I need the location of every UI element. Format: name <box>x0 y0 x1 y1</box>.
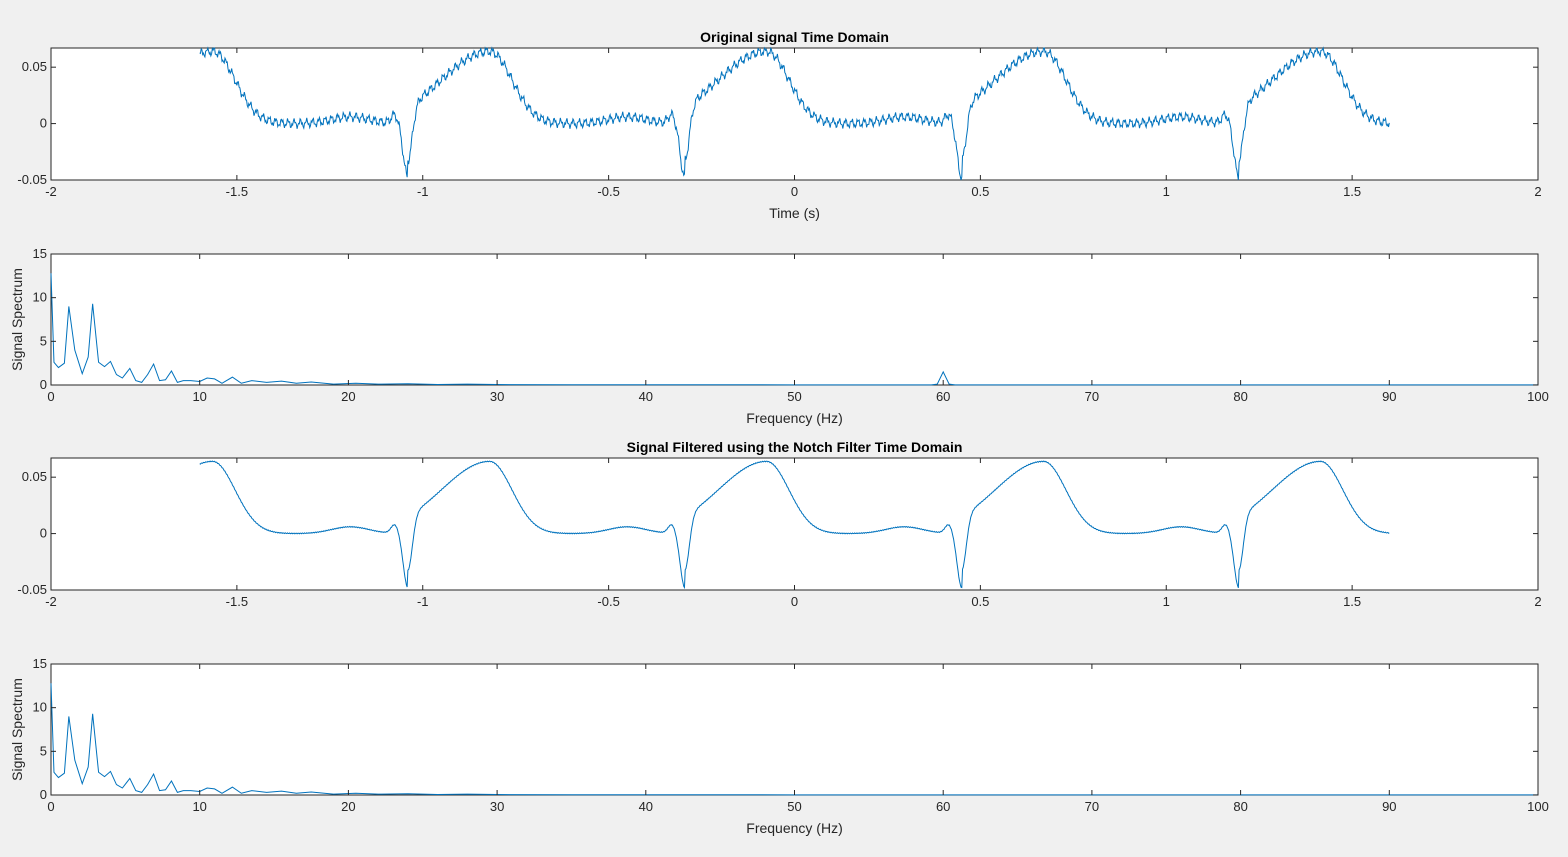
x-tick-label: 60 <box>936 799 950 814</box>
x-tick-label: 100 <box>1527 389 1549 404</box>
y-tick-label: -0.05 <box>17 172 47 187</box>
y-tick-label: 5 <box>40 743 47 758</box>
x-tick-label: 1.5 <box>1343 594 1361 609</box>
x-tick-label: 90 <box>1382 799 1396 814</box>
x-axis-label: Frequency (Hz) <box>746 820 842 836</box>
x-tick-label: -1 <box>417 594 429 609</box>
y-tick-label: 15 <box>33 656 47 671</box>
x-tick-label: -0.5 <box>597 594 619 609</box>
x-tick-label: 50 <box>787 389 801 404</box>
x-tick-label: 70 <box>1085 799 1099 814</box>
x-tick-label: 30 <box>490 389 504 404</box>
x-tick-label: 90 <box>1382 389 1396 404</box>
x-tick-label: 0.5 <box>971 184 989 199</box>
x-tick-label: 2 <box>1534 184 1541 199</box>
y-tick-label: 10 <box>33 290 47 305</box>
y-tick-label: 0.05 <box>22 469 47 484</box>
y-axis-label: Signal Spectrum <box>9 268 25 371</box>
x-tick-label: 0 <box>791 594 798 609</box>
x-tick-label: 20 <box>341 389 355 404</box>
x-tick-label: 40 <box>639 389 653 404</box>
x-tick-label: -0.5 <box>597 184 619 199</box>
x-tick-label: 40 <box>639 799 653 814</box>
y-tick-label: 0 <box>40 377 47 392</box>
y-tick-label: 10 <box>33 700 47 715</box>
axes-background <box>51 458 1538 590</box>
x-tick-label: 70 <box>1085 389 1099 404</box>
x-tick-label: -1.5 <box>226 184 248 199</box>
y-tick-label: 15 <box>33 246 47 261</box>
y-tick-label: -0.05 <box>17 582 47 597</box>
x-tick-label: -1.5 <box>226 594 248 609</box>
x-tick-label: 1.5 <box>1343 184 1361 199</box>
x-tick-label: 80 <box>1233 799 1247 814</box>
x-tick-label: -1 <box>417 184 429 199</box>
x-tick-label: 80 <box>1233 389 1247 404</box>
x-tick-label: 0 <box>47 799 54 814</box>
y-tick-label: 5 <box>40 333 47 348</box>
x-tick-label: 10 <box>192 389 206 404</box>
x-tick-label: 10 <box>192 799 206 814</box>
x-tick-label: 0 <box>47 389 54 404</box>
x-tick-label: 2 <box>1534 594 1541 609</box>
chart-title: Original signal Time Domain <box>700 29 889 45</box>
y-tick-label: 0 <box>40 787 47 802</box>
x-axis-label: Frequency (Hz) <box>746 410 842 426</box>
x-tick-label: 1 <box>1163 594 1170 609</box>
x-tick-label: 0.5 <box>971 594 989 609</box>
x-axis-label: Time (s) <box>769 205 820 221</box>
axes-background <box>51 664 1538 795</box>
axes-background <box>51 48 1538 180</box>
x-tick-label: 0 <box>791 184 798 199</box>
y-tick-label: 0 <box>40 116 47 131</box>
y-tick-label: 0 <box>40 526 47 541</box>
x-tick-label: 30 <box>490 799 504 814</box>
x-tick-label: 100 <box>1527 799 1549 814</box>
chart-title: Signal Filtered using the Notch Filter T… <box>627 439 963 455</box>
x-tick-label: 60 <box>936 389 950 404</box>
x-tick-label: 50 <box>787 799 801 814</box>
axes-background <box>51 254 1538 385</box>
y-tick-label: 0.05 <box>22 59 47 74</box>
x-tick-label: 20 <box>341 799 355 814</box>
y-axis-label: Signal Spectrum <box>9 678 25 781</box>
x-tick-label: 1 <box>1163 184 1170 199</box>
